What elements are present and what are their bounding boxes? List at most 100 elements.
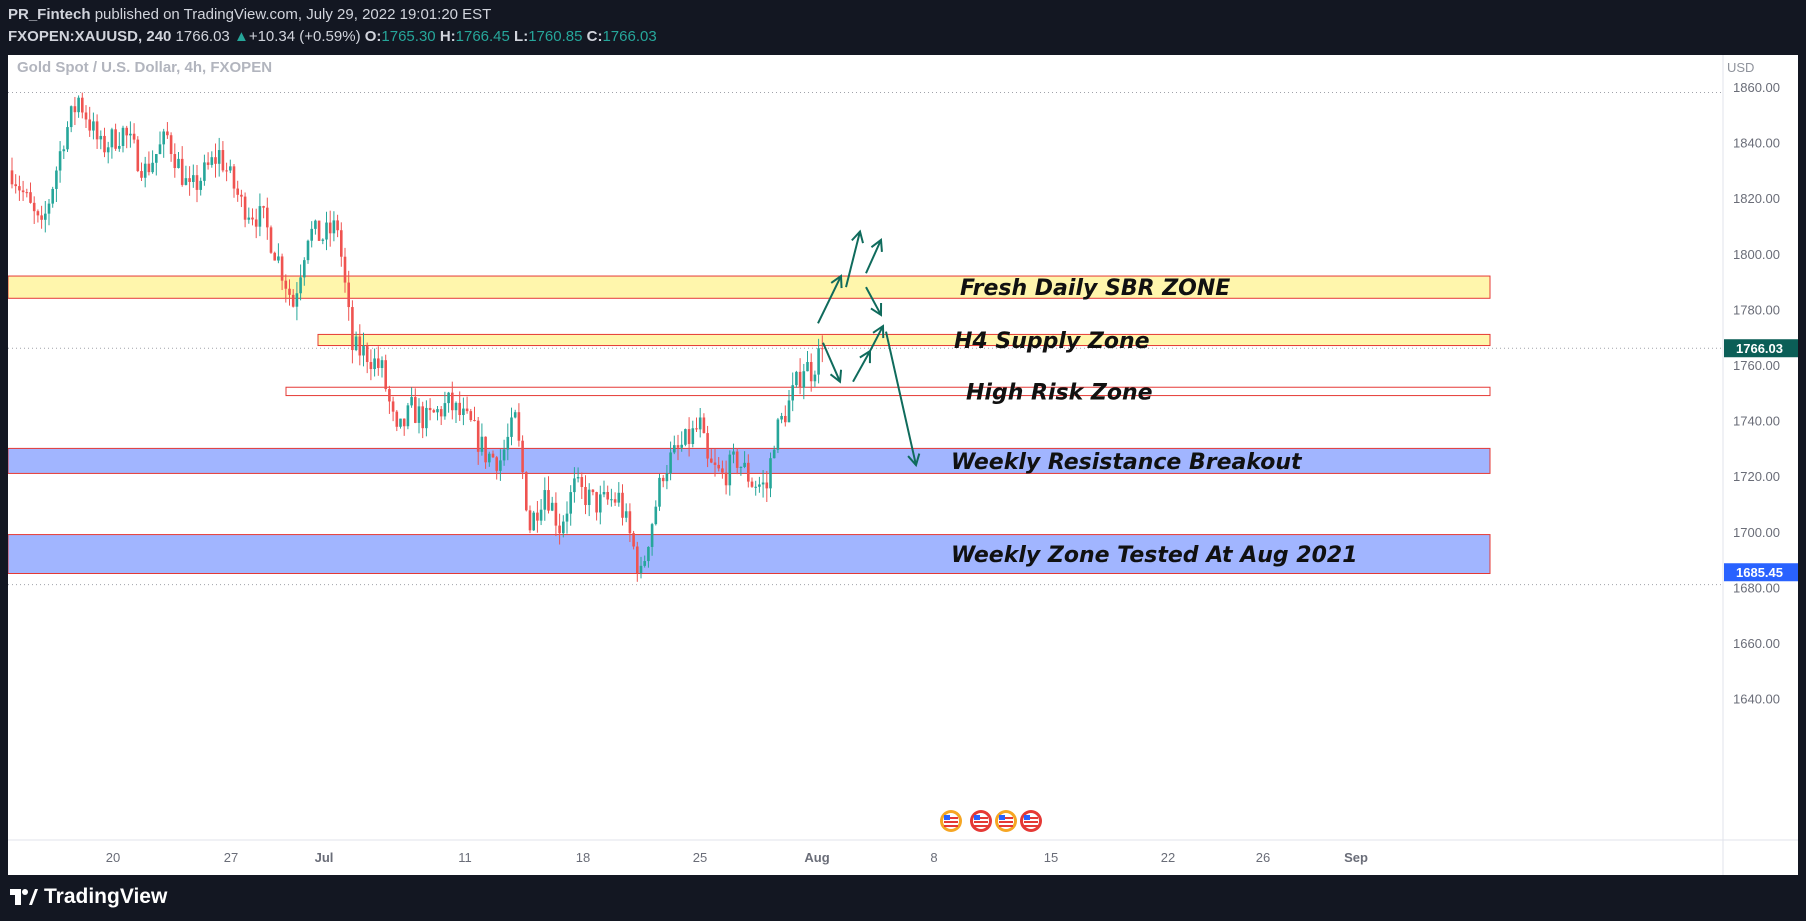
candle-body <box>613 499 617 503</box>
time-tick-label: 26 <box>1256 850 1270 865</box>
candle-body <box>417 406 421 423</box>
candle-body <box>129 133 132 136</box>
candle-body <box>421 406 424 429</box>
economic-events[interactable] <box>940 810 1042 832</box>
candle-body <box>77 97 80 113</box>
candle-body <box>669 452 672 474</box>
candle-body <box>317 220 321 241</box>
tradingview-logo-icon <box>10 889 38 905</box>
candle-body <box>377 358 380 368</box>
candle-body <box>521 440 524 473</box>
tradingview-logo[interactable]: TradingView <box>10 885 167 909</box>
candle-body <box>458 402 461 416</box>
candle-body <box>236 188 239 195</box>
us-flag-icon[interactable] <box>995 810 1017 832</box>
up-arrow-icon: ▲ <box>233 28 249 45</box>
candle-body <box>584 486 587 506</box>
projection-arrow-head <box>851 229 864 244</box>
candle-body <box>795 371 798 386</box>
candle-body <box>484 436 487 463</box>
candle-body <box>761 482 765 485</box>
open-label: O: <box>364 28 382 45</box>
candle-body <box>695 428 698 430</box>
candle-body <box>780 415 783 420</box>
time-tick-label: Aug <box>804 850 829 865</box>
us-flag-icon[interactable] <box>940 810 962 832</box>
candle-body <box>813 374 817 382</box>
candle-body <box>380 360 384 368</box>
candle-body <box>354 336 358 351</box>
candle-body <box>84 112 88 120</box>
candle-body <box>73 106 77 113</box>
candle-body <box>273 252 276 261</box>
candle-body <box>399 418 402 427</box>
candle-body <box>177 158 180 169</box>
candle-body <box>754 486 757 488</box>
candle-body <box>517 412 521 441</box>
candle-body <box>44 213 47 220</box>
candle-body <box>525 472 528 511</box>
price-axis[interactable]: 1860.00 1840.00 1820.00 1800.00 1780.00 1760.… <box>1724 80 1798 707</box>
last-price-tag[interactable] <box>1724 339 1798 358</box>
candle-body <box>728 454 732 486</box>
candle-body <box>732 451 735 455</box>
candle-body <box>562 521 565 534</box>
time-axis[interactable]: 20 27 Jul 11 18 25 Aug 8 15 22 26 Sep <box>106 850 1368 865</box>
low-label: L: <box>514 28 529 45</box>
candle-body <box>114 129 117 149</box>
candle-body <box>606 491 609 500</box>
published-text: published on TradingView.com, July 29, 2… <box>94 6 492 23</box>
candle-body <box>806 362 809 372</box>
projection-arrow-shaft <box>865 239 882 274</box>
projection-arrow-head <box>830 274 843 289</box>
candle-body <box>747 462 750 482</box>
high-value: 1766.45 <box>455 28 510 45</box>
candle-body <box>565 513 569 522</box>
us-flag-icon[interactable] <box>1020 810 1042 832</box>
candle-body <box>476 420 480 452</box>
candle-body <box>713 462 717 465</box>
candle-body <box>480 436 484 452</box>
candle-body <box>136 139 140 172</box>
candle-body <box>691 428 695 445</box>
candle-body <box>414 397 417 423</box>
candle-body <box>599 494 602 513</box>
candle-body <box>817 348 820 375</box>
chart-frame[interactable]: Gold Spot / U.S. Dollar, 4h, FXOPEN USD … <box>7 55 1798 875</box>
footer: TradingView <box>0 875 1806 921</box>
time-tick-label: 20 <box>106 850 120 865</box>
candle-body <box>488 453 491 463</box>
candle-body <box>391 401 395 412</box>
candle-body <box>632 533 635 547</box>
candle-body <box>750 481 754 487</box>
time-tick-label: 8 <box>930 850 937 865</box>
price-chart[interactable]: Gold Spot / U.S. Dollar, 4h, FXOPEN USD … <box>7 55 1798 875</box>
candle-body <box>310 228 313 241</box>
candle-body <box>406 405 410 427</box>
us-flag-icon[interactable] <box>970 810 992 832</box>
projection-arrow-shaft <box>885 331 917 466</box>
time-tick-label: Jul <box>315 850 334 865</box>
price-tick-label: 1780.00 <box>1733 302 1780 317</box>
candle-body <box>314 220 317 229</box>
publisher-name[interactable]: PR_Fintech <box>8 6 91 23</box>
time-tick-label: 22 <box>1161 850 1175 865</box>
candle-body <box>580 477 584 487</box>
candle-body <box>173 154 177 169</box>
candle-body <box>554 502 558 526</box>
candle-body <box>550 502 554 511</box>
zone-rect <box>7 534 1491 574</box>
price-tick-label: 1720.00 <box>1733 469 1780 484</box>
price-tick-label: 1700.00 <box>1733 525 1780 540</box>
candle-body <box>162 131 165 145</box>
candle-body <box>454 402 458 411</box>
candle-body <box>306 240 310 261</box>
candle-body <box>36 211 40 216</box>
zone-rect <box>7 275 1491 299</box>
candle-body <box>628 511 632 534</box>
marked-low-tag[interactable] <box>1724 563 1798 582</box>
projection-arrow-head <box>870 302 883 317</box>
candle-body <box>798 371 802 388</box>
symbol-label[interactable]: FXOPEN:XAUUSD, 240 <box>8 28 172 45</box>
candle-body <box>395 411 399 427</box>
